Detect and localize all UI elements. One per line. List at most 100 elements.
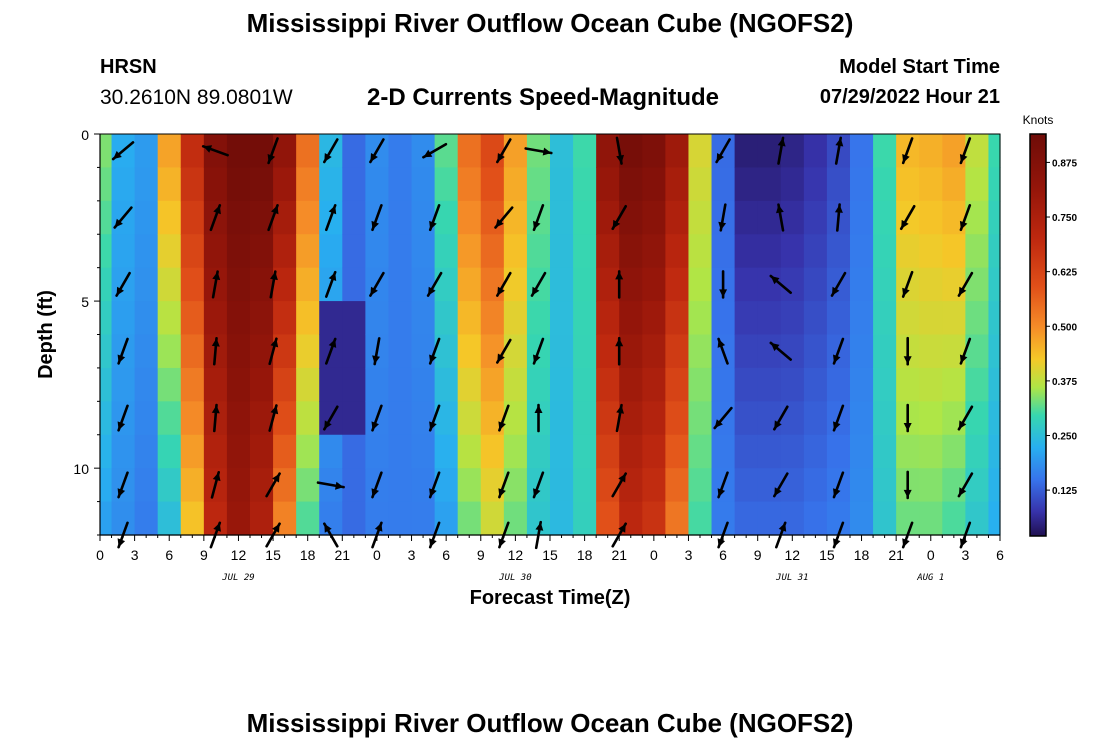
heatmap-cell xyxy=(896,367,920,402)
heatmap-cell xyxy=(226,301,251,336)
x-tick-label: 6 xyxy=(165,547,173,563)
heatmap-cell xyxy=(711,234,736,269)
heatmap-cell xyxy=(550,334,574,369)
heatmap-cell xyxy=(596,334,620,369)
heatmap-cell xyxy=(319,301,343,336)
current-vector xyxy=(715,138,731,164)
heatmap-cell xyxy=(526,301,551,336)
colorbar-tick-label: 0.125 xyxy=(1052,486,1077,497)
heatmap-cell xyxy=(596,301,620,336)
heatmap-cell xyxy=(134,234,159,269)
heatmap-cell xyxy=(665,200,690,235)
heatmap-cell xyxy=(180,200,205,235)
heatmap-cell xyxy=(388,167,413,202)
heatmap-cell xyxy=(573,134,597,169)
heatmap-cell xyxy=(365,501,390,536)
heatmap-cell xyxy=(434,134,459,169)
heatmap-cell xyxy=(180,401,205,436)
heatmap-cell xyxy=(111,301,136,336)
heatmap-cell xyxy=(780,434,805,469)
current-vector xyxy=(772,472,789,498)
heatmap-cell xyxy=(919,434,943,469)
heatmap-cell xyxy=(665,334,690,369)
heatmap-cell xyxy=(850,468,874,503)
x-tick-label: 0 xyxy=(650,547,658,563)
heatmap-cell xyxy=(342,401,366,436)
current-vector xyxy=(371,404,383,432)
heatmap-cell xyxy=(780,200,805,235)
heatmap-cell xyxy=(342,234,366,269)
x-tick-label: 21 xyxy=(611,547,627,563)
heatmap-cell xyxy=(573,301,597,336)
x-tick-label: 15 xyxy=(542,547,558,563)
current-vector xyxy=(769,274,793,295)
x-tick-label: 21 xyxy=(335,547,351,563)
heatmap-cell xyxy=(942,267,966,302)
heatmap-cell xyxy=(919,167,943,202)
heatmap-cell xyxy=(388,200,413,235)
current-vector xyxy=(268,404,279,432)
heatmap-cell xyxy=(503,468,528,503)
heatmap-cell xyxy=(573,434,597,469)
heatmap-cell xyxy=(619,267,643,302)
heatmap-cell xyxy=(965,167,990,202)
current-vector xyxy=(322,138,339,164)
current-vector xyxy=(832,471,845,499)
heatmap-cell xyxy=(411,267,436,302)
heatmap-cell xyxy=(503,134,528,169)
model-start-value: 07/29/2022 Hour 21 xyxy=(819,86,1000,108)
colorbar-unit: Knots xyxy=(1023,113,1054,127)
heatmap-cell xyxy=(688,267,713,302)
current-vector xyxy=(530,271,547,297)
heatmap-cell xyxy=(503,434,528,469)
heatmap-cell xyxy=(157,200,182,235)
heatmap-cell xyxy=(111,167,136,202)
heatmap-cell xyxy=(100,200,113,235)
heatmap-cell xyxy=(734,367,759,402)
current-vector xyxy=(428,204,441,232)
heatmap-cell xyxy=(273,134,297,169)
heatmap-cell xyxy=(850,334,874,369)
current-vector xyxy=(369,138,385,164)
heatmap-cell xyxy=(665,468,690,503)
heatmap-cell xyxy=(411,434,436,469)
heatmap-cell xyxy=(157,468,182,503)
heatmap-cell xyxy=(873,301,897,336)
heatmap-cell xyxy=(503,167,528,202)
heatmap-cell xyxy=(550,134,574,169)
heatmap-cell xyxy=(734,134,759,169)
heatmap-cell xyxy=(134,301,159,336)
heatmap-cell xyxy=(850,134,874,169)
heatmap-cell xyxy=(550,367,574,402)
heatmap-cell xyxy=(665,167,690,202)
heatmap-cell xyxy=(757,301,782,336)
heatmap-cell xyxy=(803,134,828,169)
current-vector xyxy=(832,404,845,432)
heatmap-cell xyxy=(688,468,713,503)
heatmap-cell xyxy=(642,134,666,169)
heatmap-cell xyxy=(965,234,990,269)
heatmap-cell xyxy=(296,134,320,169)
heatmap-cell xyxy=(850,367,874,402)
heatmap-cell xyxy=(180,267,205,302)
heatmap-cell xyxy=(988,200,1001,235)
heatmap-cell xyxy=(134,334,159,369)
heatmap-cell xyxy=(942,501,966,536)
date-label: JUL 31 xyxy=(775,573,809,583)
heatmap-cell xyxy=(180,501,205,536)
heatmap-cell xyxy=(826,234,851,269)
heatmap-cell xyxy=(665,234,690,269)
current-vector xyxy=(324,270,337,298)
current-vector xyxy=(957,472,974,498)
current-vector xyxy=(903,470,912,500)
heatmap-cell xyxy=(642,334,666,369)
x-tick-label: 18 xyxy=(577,547,593,563)
heatmap-cell xyxy=(411,301,436,336)
heatmap-cell xyxy=(873,167,897,202)
current-vector xyxy=(498,404,510,432)
heatmap-cell xyxy=(619,401,643,436)
heatmap-cell xyxy=(296,501,320,536)
heatmap-cell xyxy=(965,334,990,369)
current-vector xyxy=(211,403,220,433)
heatmap-cell xyxy=(100,434,113,469)
